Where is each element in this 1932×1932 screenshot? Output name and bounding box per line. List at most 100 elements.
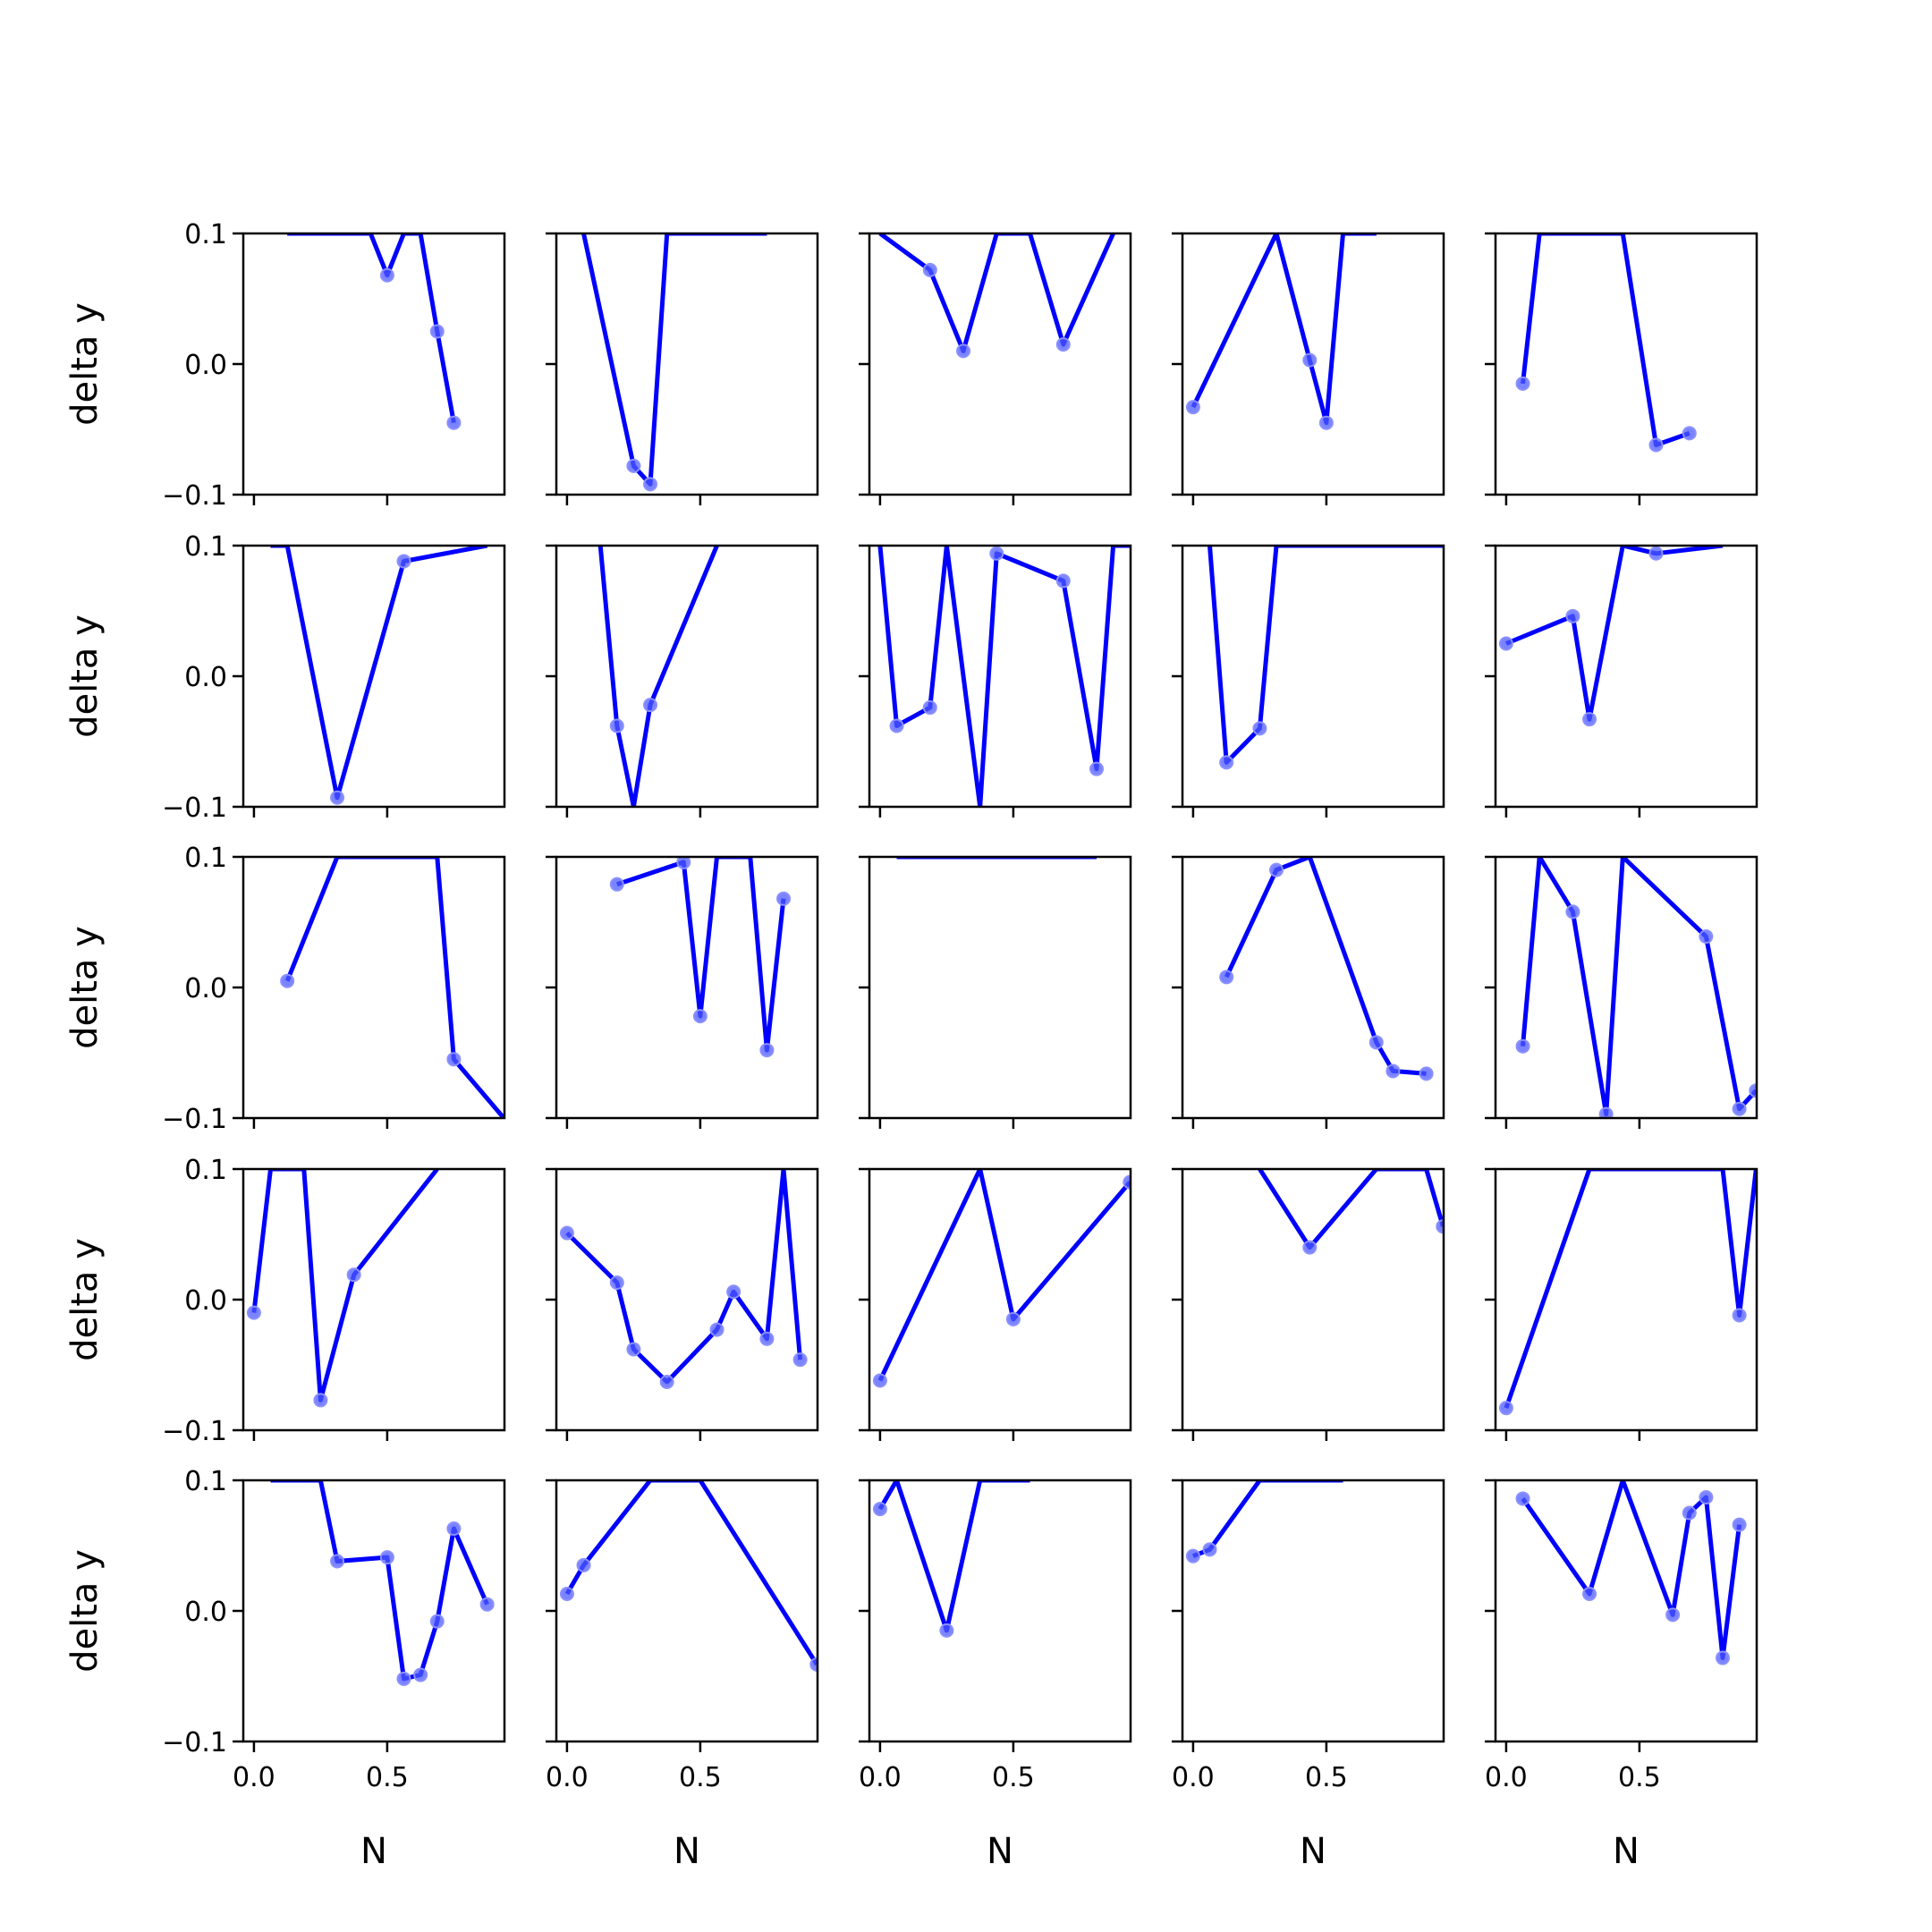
data-point bbox=[1055, 573, 1071, 589]
subplot bbox=[546, 1167, 819, 1441]
data-point bbox=[1515, 1038, 1530, 1054]
data-point bbox=[643, 698, 658, 713]
x-axis-label: N bbox=[674, 1831, 700, 1872]
subplot: −0.1 0.0 0.1 delta y bbox=[64, 219, 506, 512]
x-axis-label: N bbox=[987, 1831, 1013, 1872]
data-point bbox=[1498, 1401, 1513, 1416]
data-point bbox=[643, 477, 658, 492]
data-point bbox=[1699, 929, 1714, 945]
data-point bbox=[1565, 904, 1580, 919]
subplot bbox=[1485, 1167, 1758, 1441]
series-line-group bbox=[597, 546, 719, 807]
series-line bbox=[1191, 233, 1377, 426]
y-tick-label: 0.1 bbox=[184, 1155, 227, 1186]
data-point bbox=[1648, 437, 1664, 453]
y-tick-label: 0.0 bbox=[184, 973, 227, 1004]
subplot bbox=[1172, 855, 1445, 1129]
subplot bbox=[1172, 232, 1445, 505]
subplot: 0.0 0.5 N bbox=[546, 1479, 819, 1872]
data-point bbox=[759, 1331, 775, 1346]
data-point bbox=[759, 1043, 775, 1058]
data-point bbox=[446, 1521, 462, 1537]
x-tick-label: 0.5 bbox=[992, 1762, 1035, 1793]
series-line-group bbox=[1208, 546, 1444, 770]
x-tick-label: 0.5 bbox=[1618, 1762, 1661, 1793]
series-line-group bbox=[1515, 857, 1757, 1118]
x-tick-label: 0.0 bbox=[1485, 1762, 1528, 1793]
data-point bbox=[609, 877, 624, 892]
data-point bbox=[346, 1267, 361, 1283]
data-point bbox=[626, 1342, 641, 1357]
series-line bbox=[1521, 857, 1757, 1117]
series-line-group bbox=[1498, 1169, 1757, 1416]
data-point bbox=[956, 343, 971, 359]
data-point bbox=[1005, 1311, 1021, 1326]
data-point bbox=[922, 700, 937, 716]
data-point bbox=[776, 891, 792, 906]
subplot bbox=[546, 232, 819, 505]
data-point bbox=[609, 718, 624, 733]
data-point bbox=[1732, 1308, 1747, 1323]
data-point bbox=[1515, 1491, 1530, 1506]
series-line-group bbox=[559, 1480, 818, 1672]
data-point bbox=[1648, 546, 1664, 561]
x-tick-label: 0.0 bbox=[233, 1762, 275, 1793]
y-tick-label: −0.1 bbox=[162, 792, 227, 824]
series-line-group bbox=[1185, 1480, 1343, 1563]
data-point bbox=[1185, 400, 1200, 415]
data-point bbox=[1385, 1063, 1401, 1079]
data-point bbox=[692, 1009, 708, 1024]
x-axis-label: N bbox=[1300, 1831, 1326, 1872]
subplot: −0.1 0.0 0.1 delta y bbox=[64, 531, 506, 824]
series-line bbox=[597, 546, 719, 807]
data-point bbox=[726, 1284, 741, 1300]
data-point bbox=[379, 267, 394, 283]
x-tick-label: 0.0 bbox=[1172, 1762, 1215, 1793]
subplot bbox=[859, 855, 1132, 1129]
series-line-group bbox=[1515, 1480, 1747, 1665]
subplot: 0.0 0.5 N bbox=[1172, 1479, 1445, 1872]
data-point bbox=[396, 554, 411, 569]
series-line bbox=[287, 233, 456, 424]
data-point bbox=[1089, 761, 1105, 776]
y-tick-label: 0.0 bbox=[184, 662, 227, 693]
subplot bbox=[546, 544, 819, 818]
data-point bbox=[922, 262, 937, 277]
data-point bbox=[792, 1352, 808, 1368]
series-line-group bbox=[270, 546, 488, 805]
subplot: 0.0 0.5 N bbox=[1485, 1479, 1758, 1872]
series-line-group bbox=[1258, 1169, 1444, 1255]
series-line-group bbox=[1185, 233, 1377, 430]
data-point bbox=[1699, 1489, 1714, 1504]
series-line-group bbox=[1498, 546, 1724, 727]
data-point bbox=[1318, 415, 1334, 430]
subplot bbox=[1485, 544, 1758, 818]
data-point bbox=[330, 790, 345, 805]
series-line-group bbox=[270, 1480, 495, 1686]
y-tick-label: 0.1 bbox=[184, 843, 227, 874]
data-point bbox=[396, 1671, 411, 1686]
x-tick-label: 0.5 bbox=[1305, 1762, 1348, 1793]
subplot bbox=[1485, 855, 1758, 1129]
data-point bbox=[379, 1550, 394, 1565]
data-point bbox=[709, 1322, 724, 1337]
data-point bbox=[939, 1623, 954, 1638]
data-point bbox=[1498, 636, 1513, 651]
x-axis-label: N bbox=[1613, 1831, 1640, 1872]
y-tick-label: −0.1 bbox=[162, 1104, 227, 1135]
y-tick-label: 0.1 bbox=[184, 531, 227, 563]
subplot bbox=[1172, 544, 1445, 818]
data-point bbox=[676, 857, 691, 869]
data-point bbox=[872, 1373, 887, 1388]
y-tick-label: 0.0 bbox=[184, 350, 227, 381]
series-line-group bbox=[877, 546, 1131, 807]
data-point bbox=[1582, 1587, 1597, 1602]
y-axis-label: delta y bbox=[64, 1549, 106, 1673]
x-tick-label: 0.0 bbox=[546, 1762, 589, 1793]
subplot bbox=[859, 1167, 1132, 1441]
series-line-group bbox=[609, 857, 792, 1058]
data-point bbox=[1219, 970, 1234, 985]
data-point bbox=[559, 1587, 574, 1602]
